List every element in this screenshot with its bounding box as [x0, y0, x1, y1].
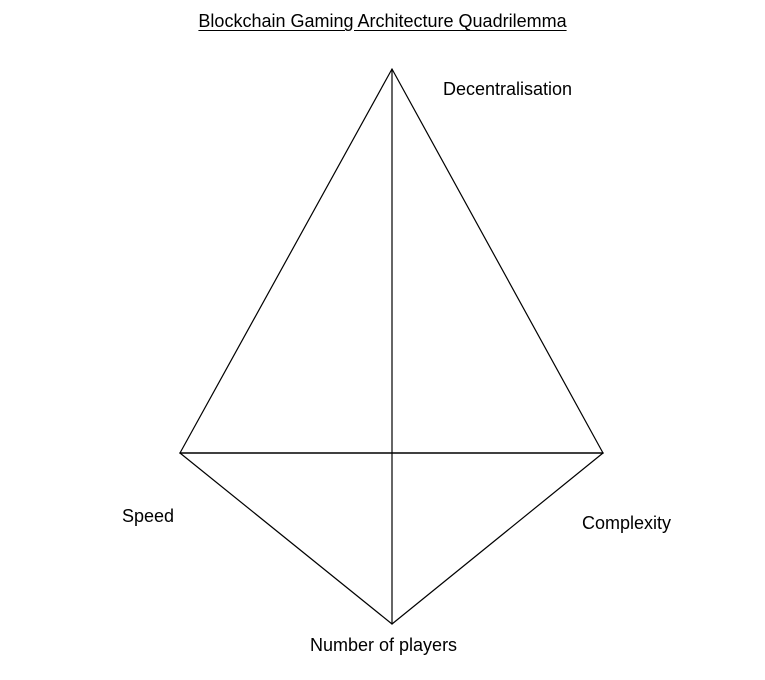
- vertex-label-top: Decentralisation: [443, 79, 573, 99]
- edge-top-right: [391, 68, 604, 454]
- edge-bottom-left: [179, 452, 393, 625]
- diagram-title: Blockchain Gaming Architecture Quadrilem…: [198, 11, 567, 31]
- vertex-label-right: Complexity: [582, 513, 672, 533]
- vertex-label-bottom: Number of players: [310, 635, 458, 655]
- vertex-label-left: Speed: [122, 506, 175, 526]
- edge-bottom-right: [391, 452, 604, 625]
- edge-top-left: [179, 68, 393, 454]
